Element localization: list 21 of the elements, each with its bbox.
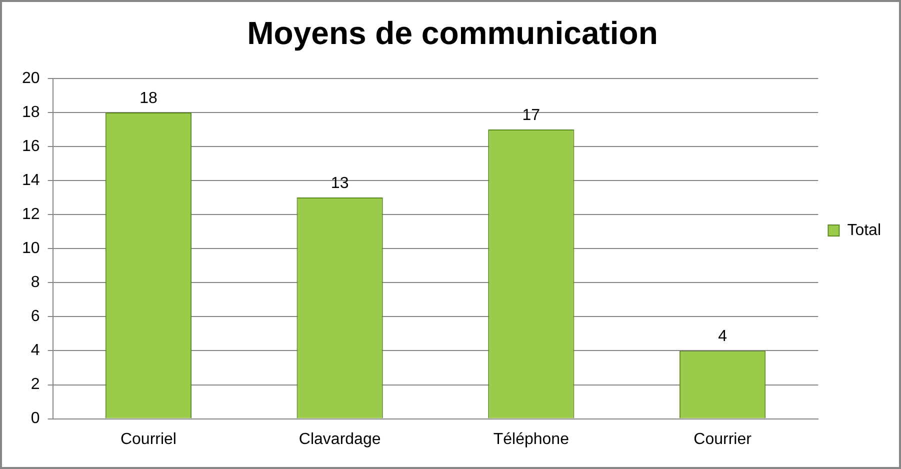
x-tick-label: Courrier	[694, 430, 752, 448]
y-tick-label: 12	[22, 206, 40, 223]
data-label: 13	[330, 174, 349, 192]
y-tick-label: 16	[22, 138, 40, 155]
data-label: 18	[140, 90, 158, 107]
y-tick-label: 4	[30, 342, 40, 360]
y-tick-label: 20	[22, 70, 40, 87]
y-tick-label: 8	[30, 274, 40, 292]
data-label: 4	[718, 328, 728, 346]
x-tick-label: Courriel	[120, 430, 176, 448]
y-tick-label: 6	[30, 308, 40, 326]
y-tick-label: 14	[22, 172, 40, 189]
y-tick-label: 0	[30, 410, 40, 428]
x-tick-label: Clavardage	[298, 430, 381, 448]
data-label: 17	[522, 106, 540, 124]
chart-title: Moyens de communication	[247, 15, 658, 52]
x-tick-label: Téléphone	[493, 430, 570, 448]
y-tick-label: 18	[22, 104, 40, 121]
y-tick-label: 10	[22, 240, 40, 258]
legend-label: Total	[847, 222, 881, 239]
y-tick-label: 2	[30, 376, 40, 394]
